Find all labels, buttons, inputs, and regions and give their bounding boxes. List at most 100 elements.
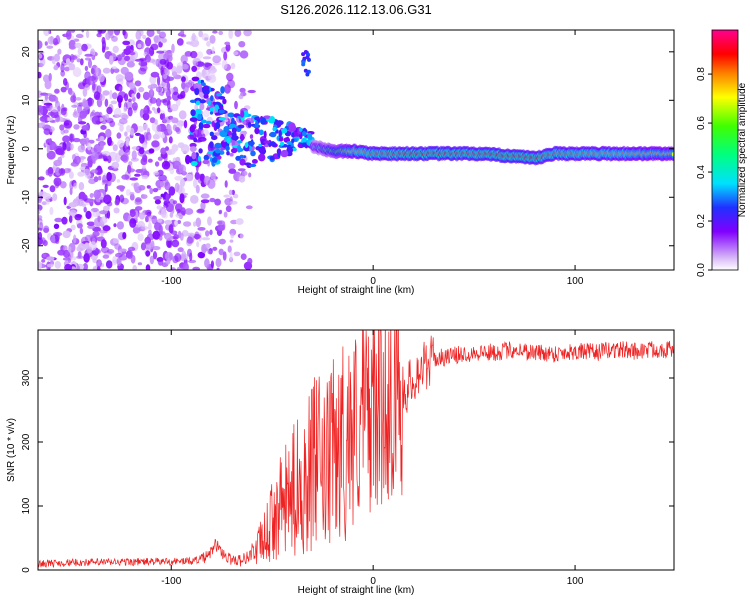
spectrogram-noise-blob xyxy=(38,231,43,240)
spectrogram-noise-blob xyxy=(86,221,96,226)
spectrogram-noise-blob xyxy=(199,173,205,182)
spectrogram-noise-blob xyxy=(200,193,210,199)
spectrogram-noise-blob xyxy=(65,30,72,40)
spectrogram-transition-blob xyxy=(220,86,225,94)
spectrogram-noise-blob xyxy=(170,267,176,270)
spectrogram-noise-blob xyxy=(195,184,200,194)
spectrogram-feature-blob xyxy=(301,62,306,67)
spectrogram-noise-blob xyxy=(179,31,185,35)
spectrogram-noise-blob xyxy=(239,233,244,239)
spectrogram-noise-blob xyxy=(86,246,93,254)
spectrogram-noise-blob xyxy=(119,112,128,119)
spectrogram-noise-blob xyxy=(77,47,83,56)
spectrogram-noise-blob xyxy=(178,110,187,120)
spectrogram-transition-blob xyxy=(286,141,293,145)
spectrogram-noise-blob xyxy=(62,78,68,86)
spectrogram-noise-blob xyxy=(148,230,152,235)
spectrogram-noise-blob xyxy=(241,170,248,176)
spectrogram-noise-blob xyxy=(42,192,52,200)
spectrogram-noise-blob xyxy=(111,35,118,42)
spectrogram-noise-blob xyxy=(127,107,133,117)
spectrogram-noise-blob xyxy=(128,161,133,166)
spectrogram-noise-blob xyxy=(62,135,71,143)
spectrogram-noise-blob xyxy=(102,90,110,96)
spectrogram-noise-blob xyxy=(158,224,163,235)
spectrogram-transition-blob xyxy=(223,126,230,133)
spectrogram-noise-blob xyxy=(41,259,46,263)
spectrogram-transition-blob xyxy=(237,168,246,172)
spectrogram-noise-blob xyxy=(106,171,112,182)
spectrogram-noise-blob xyxy=(153,171,160,176)
spectrogram-noise-blob xyxy=(51,143,58,151)
spectrogram-noise-blob xyxy=(88,59,92,69)
spectrogram-noise-blob xyxy=(194,172,201,180)
spectrogram-noise-blob xyxy=(38,260,42,270)
spectrogram-noise-blob xyxy=(92,81,96,91)
spectrogram-noise-blob xyxy=(75,214,83,218)
spectrogram-ridge-core xyxy=(671,152,674,157)
spectrogram-noise-blob xyxy=(146,30,155,38)
spectrogram-noise-blob xyxy=(119,194,125,203)
colorbar-tick-label: 0.8 xyxy=(696,67,707,81)
spectrogram-noise-blob xyxy=(151,59,159,65)
spectrogram-noise-blob xyxy=(68,63,76,71)
spectrogram-noise-blob xyxy=(68,171,74,179)
spectrogram-noise-blob xyxy=(43,225,50,233)
spectrogram-noise-blob xyxy=(144,54,151,63)
spectrogram-noise-blob xyxy=(174,203,183,212)
spectrogram-noise-blob xyxy=(62,245,68,252)
spectrogram-noise-blob xyxy=(207,216,212,226)
spectrogram-noise-blob xyxy=(245,205,253,210)
spectrogram-noise-blob xyxy=(155,86,163,93)
spectrogram-noise-blob xyxy=(68,202,78,208)
spectrogram-noise-blob xyxy=(100,142,104,151)
spectrogram-noise-blob xyxy=(156,50,165,54)
spectrogram-transition-blob xyxy=(279,141,285,146)
spectrogram-noise-blob xyxy=(164,68,170,77)
spectrogram-noise-blob xyxy=(195,217,202,228)
spectrogram-noise-blob xyxy=(164,251,174,261)
spectrogram-transition-blob xyxy=(254,116,260,121)
spectrogram-noise-blob xyxy=(138,86,145,93)
spectrogram-noise-blob xyxy=(171,91,180,101)
spectrogram-noise-blob xyxy=(138,185,146,191)
spectrogram-noise-blob xyxy=(133,182,140,192)
spectrogram-noise-blob xyxy=(193,233,201,240)
spectrogram-feature-blob xyxy=(301,52,306,57)
spectrogram-transition-blob xyxy=(197,79,201,84)
spectrogram-noise-blob xyxy=(124,55,130,61)
spectrogram-noise-blob xyxy=(239,50,249,59)
spectrogram-transition-blob xyxy=(231,117,235,124)
spectrogram-noise-blob xyxy=(82,263,88,270)
spectrogram-noise-blob xyxy=(118,53,123,59)
spectrogram-noise-blob xyxy=(229,239,234,243)
spectrogram-noise-blob xyxy=(198,30,204,38)
spectrogram-noise-blob xyxy=(183,120,188,129)
spectrogram-transition-blob xyxy=(216,93,223,97)
spectrogram-noise-blob xyxy=(134,80,142,87)
spectrogram-noise-blob xyxy=(124,93,129,102)
spectrogram-noise-blob xyxy=(131,150,137,160)
spectrogram-noise-blob xyxy=(77,198,84,207)
spectrogram-noise-blob xyxy=(53,65,59,71)
spectrogram-transition-blob xyxy=(214,142,222,149)
spectrogram-noise-blob xyxy=(142,165,146,169)
spectrogram-noise-blob xyxy=(105,260,113,269)
spectrogram-transition-blob xyxy=(269,156,275,161)
spectrogram-noise-blob xyxy=(209,197,216,203)
spectrogram-noise-blob xyxy=(91,151,99,161)
spectrogram-noise-blob xyxy=(139,212,145,220)
spectrogram-transition-blob xyxy=(207,100,212,106)
spectrogram-noise-blob xyxy=(165,193,170,203)
spectrogram-noise-blob xyxy=(119,248,127,252)
spectrogram-noise-blob xyxy=(165,146,169,151)
spectrogram-noise-blob xyxy=(191,32,196,42)
colorbar-label: Normalized spectral amplitude xyxy=(737,82,748,217)
spectrogram-noise-blob xyxy=(209,229,213,236)
spectrogram-noise-blob xyxy=(150,71,160,78)
spectrogram-noise-blob xyxy=(211,46,215,55)
spectrogram-noise-blob xyxy=(113,107,122,118)
spectrogram-transition-blob xyxy=(302,131,307,137)
spectrogram-transition-blob xyxy=(263,140,271,144)
